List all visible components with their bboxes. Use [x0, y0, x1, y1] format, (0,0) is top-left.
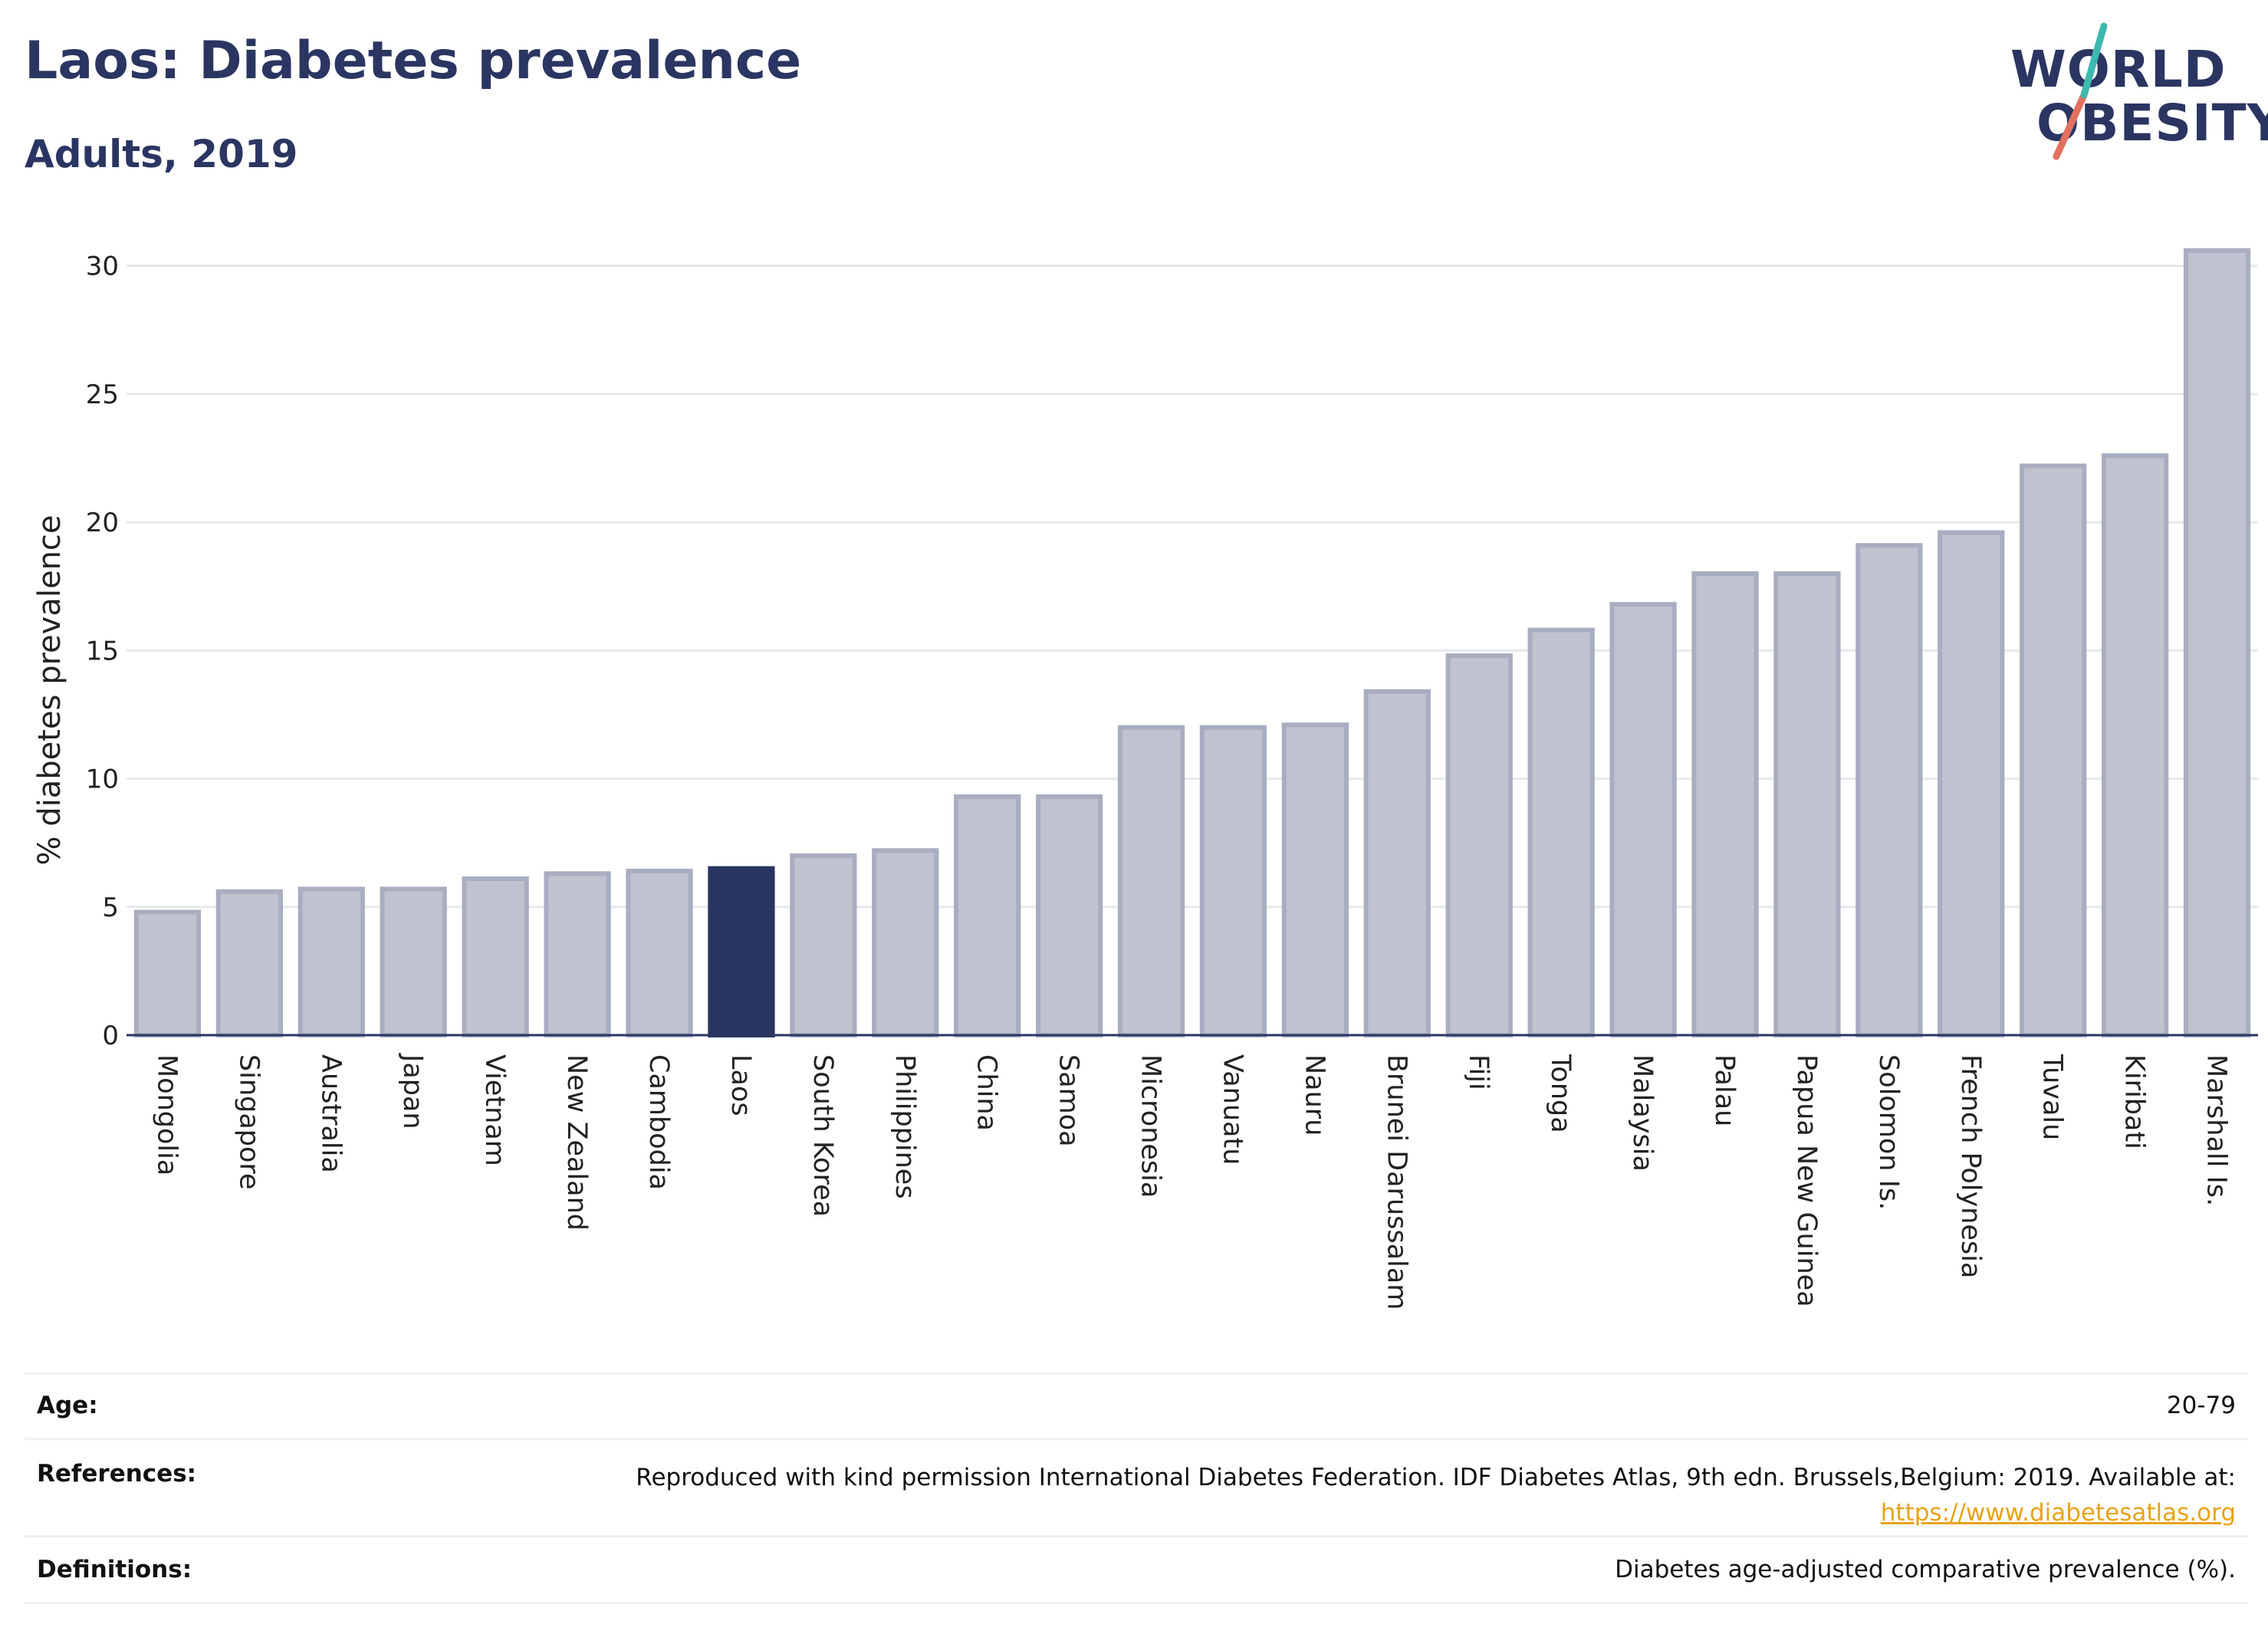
x-tick-label: Palau: [1709, 1054, 1740, 1126]
y-axis-ticks: 0 5 10 15 20 25 30: [86, 252, 119, 1051]
bar-highlight: [708, 866, 775, 1037]
bar: [626, 868, 693, 1038]
bar: [1199, 725, 1267, 1037]
x-tick-label: Laos: [725, 1054, 756, 1116]
definitions-value: Diabetes age-adjusted comparative preval…: [1615, 1556, 2236, 1583]
page-subtitle: Adults, 2019: [25, 132, 298, 176]
references-link[interactable]: https://www.diabetesatlas.org: [1880, 1499, 2236, 1527]
bar: [1445, 653, 1513, 1037]
y-tick-label: 15: [86, 636, 119, 666]
x-tick-label: China: [971, 1054, 1002, 1131]
info-row-references: References: Reproduced with kind permiss…: [25, 1438, 2248, 1535]
info-table: Age: 20-79 References: Reproduced with k…: [25, 1373, 2248, 1604]
x-tick-label: Nauru: [1299, 1054, 1330, 1136]
bar: [1117, 725, 1185, 1037]
world-obesity-logo: WORLD OBESITY: [2001, 20, 2268, 166]
bar: [1691, 571, 1759, 1037]
bar: [790, 853, 857, 1037]
x-tick-label: Vietnam: [479, 1054, 510, 1166]
bar: [1938, 530, 2005, 1037]
x-tick-label: Cambodia: [643, 1054, 674, 1190]
x-tick-label: Philippines: [889, 1054, 920, 1199]
bar: [2020, 463, 2087, 1037]
x-tick-label: Australia: [315, 1054, 346, 1173]
x-tick-label: Tonga: [1545, 1054, 1576, 1133]
bar: [462, 876, 529, 1037]
bar: [1527, 627, 1595, 1037]
bar: [1855, 543, 1923, 1037]
y-tick-label: 5: [102, 893, 119, 923]
x-tick-label: Papua New Guinea: [1791, 1054, 1822, 1307]
x-tick-label: Micronesia: [1136, 1054, 1166, 1198]
x-tick-label: French Polynesia: [1955, 1054, 1986, 1278]
x-tick-label: Brunei Darussalam: [1381, 1054, 1412, 1310]
x-tick-label: New Zealand: [561, 1054, 592, 1231]
y-tick-label: 20: [86, 508, 119, 538]
chart-bars: [133, 248, 2251, 1038]
y-tick-label: 10: [86, 764, 119, 795]
x-tick-label: Fiji: [1463, 1054, 1494, 1090]
logo-slash-icon: [2053, 22, 2108, 160]
bar: [1773, 571, 1841, 1037]
x-tick-label: Kiribati: [2119, 1054, 2150, 1149]
age-value: 20-79: [2166, 1392, 2236, 1419]
x-tick-label: South Korea: [807, 1054, 838, 1217]
bar: [1609, 602, 1677, 1037]
x-tick-label: Marshall Is.: [2201, 1054, 2232, 1206]
page-title: Laos: Diabetes prevalence: [25, 31, 802, 91]
x-tick-label: Japan: [397, 1053, 428, 1129]
x-axis-ticks: Mongolia Singapore Australia Japan Vietnam Ne…: [151, 1053, 2231, 1310]
bar: [2101, 453, 2169, 1037]
bar: [1363, 689, 1431, 1037]
y-axis-label: % diabetes prevalence: [32, 515, 67, 865]
y-tick-label: 30: [86, 252, 119, 282]
y-tick-label: 25: [86, 380, 119, 410]
x-tick-label: Solomon Is.: [1873, 1054, 1904, 1210]
x-tick-label: Malaysia: [1627, 1054, 1658, 1172]
bar: [297, 886, 365, 1038]
x-tick-label: Vanuatu: [1217, 1054, 1247, 1165]
x-tick-label: Singapore: [233, 1054, 264, 1190]
references-value: Reproduced with kind permission Internat…: [636, 1460, 2236, 1530]
logo-text-line1: WORLD: [2010, 40, 2227, 99]
references-label: References:: [37, 1460, 197, 1488]
bar: [2183, 248, 2251, 1037]
bar: [872, 848, 939, 1038]
bar: [954, 794, 1021, 1037]
y-tick-label: 0: [102, 1021, 119, 1051]
x-tick-label: Samoa: [1053, 1054, 1084, 1147]
definitions-label: Definitions:: [37, 1556, 192, 1583]
bar: [133, 909, 202, 1037]
bar: [380, 886, 447, 1038]
info-row-definitions: Definitions: Diabetes age-adjusted compa…: [25, 1535, 2248, 1604]
x-tick-label: Mongolia: [151, 1054, 182, 1175]
bar: [1281, 722, 1349, 1037]
info-row-age: Age: 20-79: [25, 1373, 2248, 1438]
x-tick-label: Tuvalu: [2037, 1054, 2068, 1140]
age-label: Age:: [37, 1392, 98, 1419]
bar-chart: 0 5 10 15 20 25 30 Mongolia Singapore Australia J…: [32, 248, 2258, 1310]
bar: [215, 889, 284, 1037]
references-text: Reproduced with kind permission Internat…: [636, 1464, 2236, 1491]
bar: [1035, 794, 1103, 1037]
bar: [544, 871, 611, 1037]
